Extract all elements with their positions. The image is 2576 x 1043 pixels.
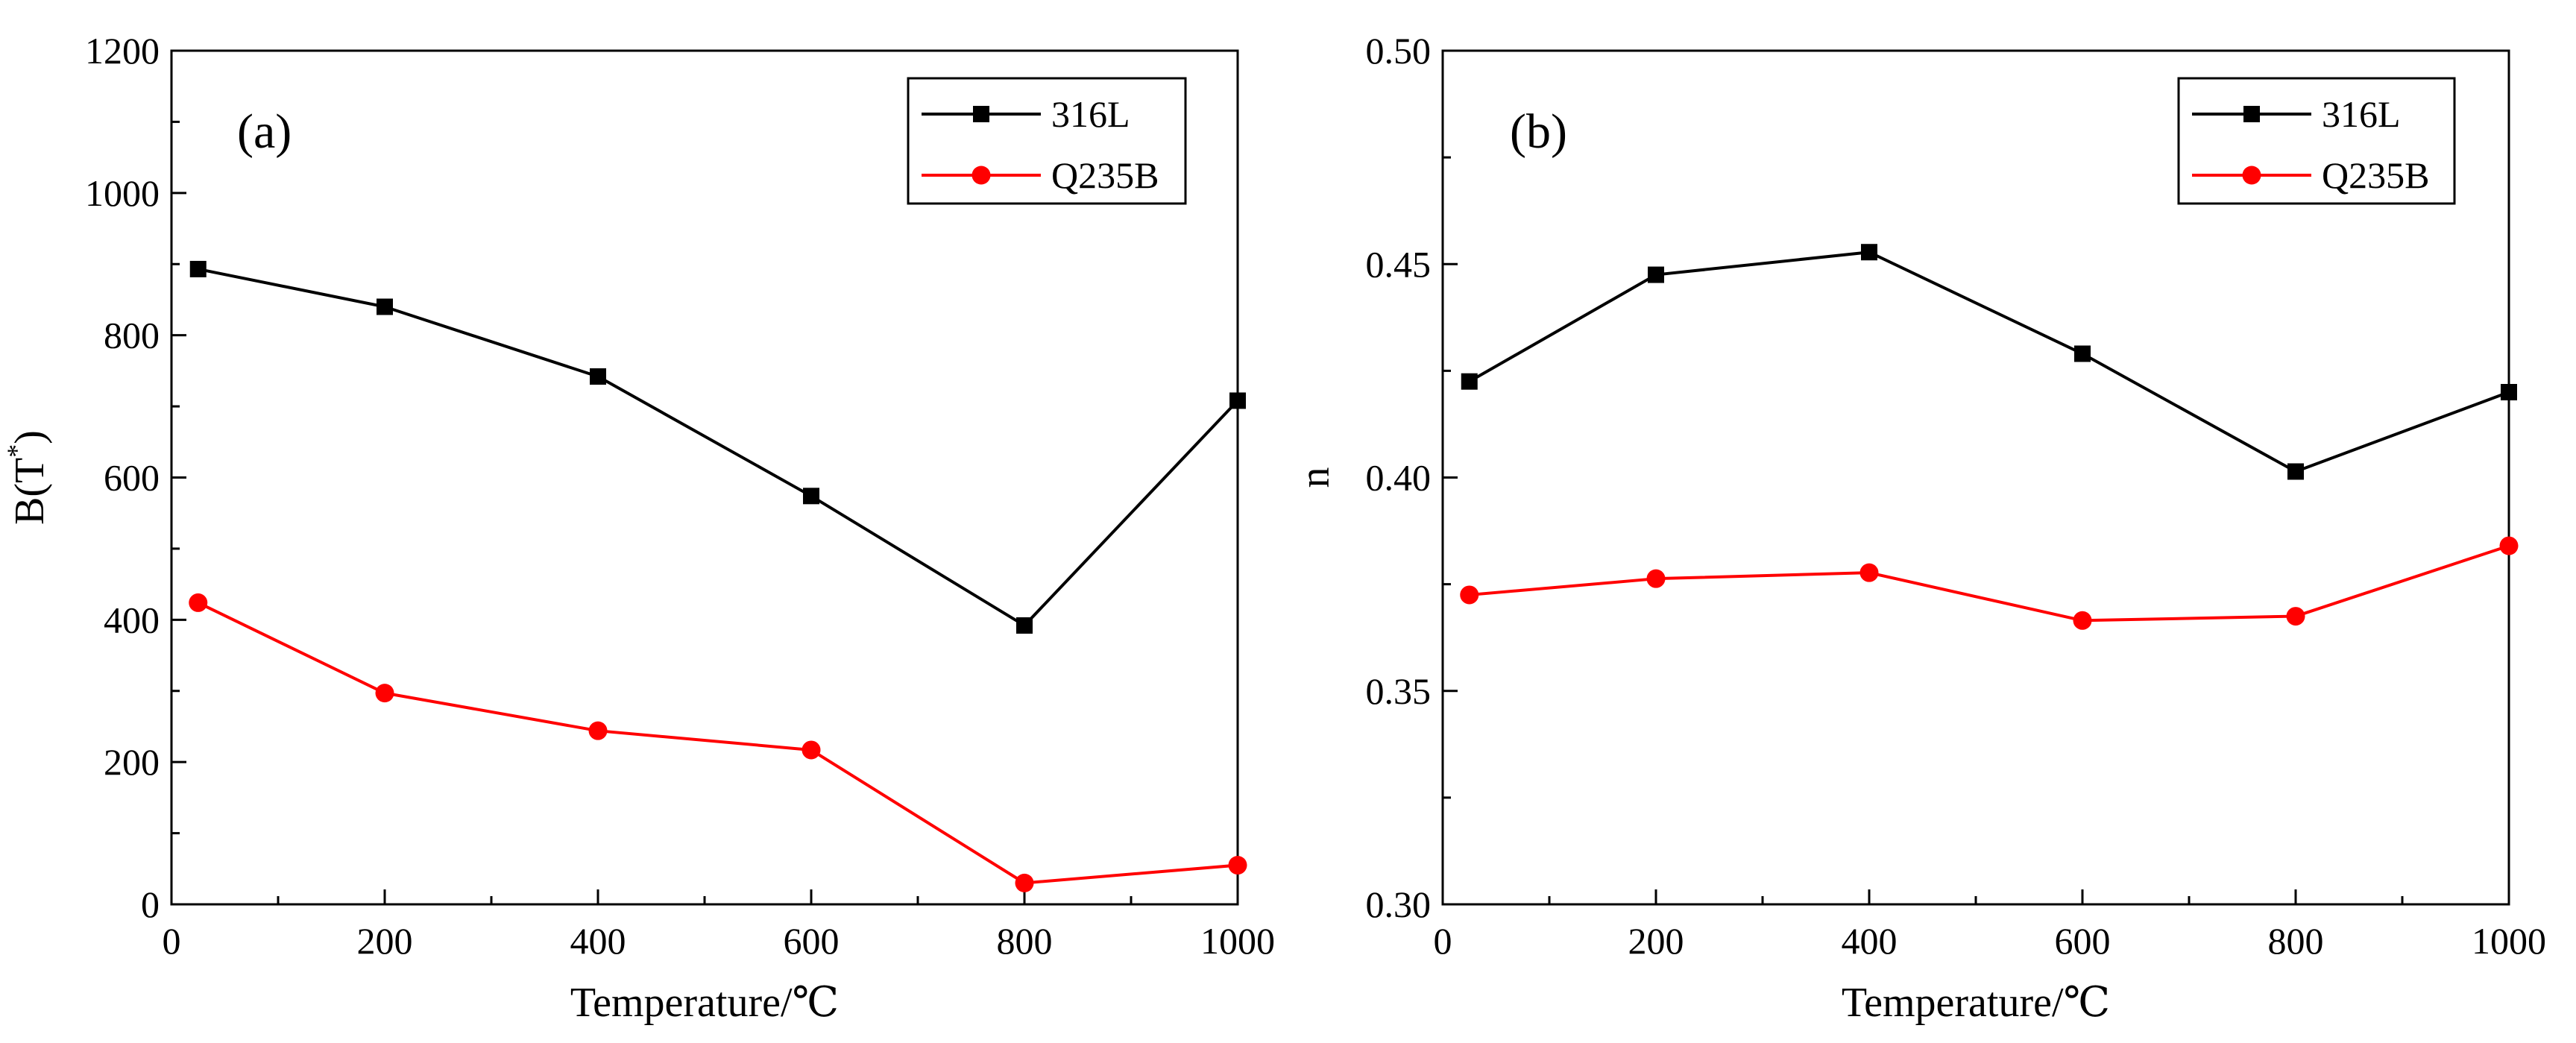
series-q235b — [1460, 536, 2519, 630]
chart-panel-a: 0 200 400 600 800 1000 0 200 400 600 800 1000 1200 Te… — [1, 30, 1275, 1026]
series-316l — [189, 260, 1246, 634]
x-axis-label: Temperature/℃ — [1842, 980, 2110, 1026]
data-point-316l — [377, 298, 393, 315]
legend-label: 316L — [1051, 93, 1130, 135]
data-point-316l — [2287, 463, 2304, 480]
data-point-316l — [1861, 244, 1877, 261]
y-tick-label: 1200 — [85, 30, 160, 72]
y-axis-label-main: n — [1292, 467, 1338, 488]
series-q235b — [189, 593, 1247, 892]
y-axis-label-superscript: * — [1, 444, 31, 458]
y-axis-label: n — [1292, 467, 1338, 488]
x-tick-label: 200 — [1628, 920, 1684, 962]
x-tick-label: 1000 — [2472, 920, 2546, 962]
data-point-q235b — [588, 721, 608, 740]
legend-label: Q235B — [2322, 154, 2429, 196]
series-line-316l — [1468, 250, 2510, 473]
y-axis-label-close: ) — [7, 430, 53, 444]
data-point-316l — [1229, 392, 1246, 409]
x-tick-label: 0 — [163, 920, 181, 962]
legend-label: 316L — [2322, 93, 2401, 135]
y-tick-label: 0.30 — [1366, 883, 1432, 925]
data-point-q235b — [971, 166, 991, 185]
x-tick-label: 600 — [784, 920, 840, 962]
y-tick-label: 0.35 — [1366, 670, 1432, 712]
data-point-316l — [2501, 384, 2517, 400]
panel-label: (b) — [1510, 104, 1567, 159]
data-point-316l — [590, 368, 606, 385]
data-point-316l — [1648, 266, 1664, 283]
data-point-316l — [1461, 373, 1478, 390]
legend-box — [907, 77, 1187, 205]
y-tick-label: 0.45 — [1366, 243, 1432, 285]
y-tick-label: 800 — [104, 315, 160, 356]
panel-label: (a) — [237, 104, 292, 159]
data-point-316l — [1016, 617, 1033, 634]
x-tick-label: 600 — [2055, 920, 2111, 962]
data-point-q235b — [2499, 536, 2519, 555]
y-tick-label: 400 — [104, 599, 160, 640]
x-axis-label: Temperature/℃ — [570, 980, 839, 1026]
legend-box — [2177, 77, 2456, 205]
data-point-q235b — [2073, 611, 2092, 630]
chart-panel-b: 0 200 400 600 800 1000 0.30 0.35 0.40 0.45 0.50 Tem… — [1292, 30, 2546, 1026]
data-point-q235b — [1460, 585, 1479, 605]
y-tick-label: 0.50 — [1366, 30, 1432, 72]
data-point-q235b — [1646, 569, 1666, 588]
y-tick-label: 200 — [104, 741, 160, 783]
data-point-316l — [803, 488, 819, 505]
x-tick-label: 800 — [997, 920, 1053, 962]
series-line-q235b — [1469, 544, 2510, 623]
series-line-316l — [198, 267, 1239, 627]
x-tick-label: 1000 — [1200, 920, 1275, 962]
y-tick-label: 600 — [104, 457, 160, 499]
x-tick-label: 400 — [570, 920, 626, 962]
data-point-q235b — [802, 740, 821, 760]
y-tick-label: 0 — [141, 883, 160, 925]
data-point-316l — [189, 260, 207, 277]
data-point-q235b — [189, 593, 208, 612]
data-point-q235b — [2242, 166, 2261, 185]
legend: 316L Q235B — [2177, 77, 2456, 205]
data-point-q235b — [1228, 856, 1247, 875]
y-tick-label: 0.40 — [1366, 457, 1432, 499]
y-axis-label-main: B(T — [7, 458, 53, 525]
y-tick-label: 1000 — [85, 172, 160, 214]
series-line-q235b — [197, 601, 1238, 885]
data-point-316l — [2074, 345, 2091, 362]
data-point-316l — [973, 106, 989, 122]
data-point-q235b — [1015, 873, 1034, 892]
legend: 316L Q235B — [907, 77, 1187, 205]
x-tick-label: 200 — [357, 920, 413, 962]
x-tick-label: 400 — [1842, 920, 1898, 962]
data-point-q235b — [2286, 607, 2305, 626]
series-316l — [1461, 244, 2517, 480]
x-tick-label: 800 — [2268, 920, 2324, 962]
data-point-q235b — [375, 684, 394, 703]
data-point-q235b — [1859, 563, 1879, 582]
y-axis-label: B(T*) — [1, 430, 53, 525]
data-point-316l — [2243, 106, 2260, 122]
legend-label: Q235B — [1051, 154, 1159, 196]
x-tick-label: 0 — [1434, 920, 1452, 962]
